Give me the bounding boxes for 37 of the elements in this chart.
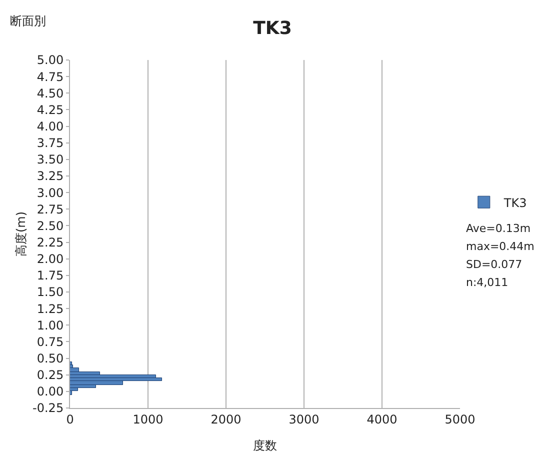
y-tick-label: 2.75: [36, 202, 64, 216]
y-tick-label: 4.75: [36, 70, 64, 84]
chart-title: TK3: [253, 18, 292, 39]
y-tick-label: 0.25: [36, 368, 64, 382]
text: SD=0.077: [466, 258, 522, 271]
y-tick-label: 2.50: [36, 218, 64, 233]
x-tick-label: 2000: [210, 412, 242, 426]
y-tick-label: 3.00: [36, 186, 64, 200]
y-tick-label: -0.25: [32, 401, 64, 416]
text: Ave=0.13m: [466, 222, 531, 235]
y-tick-label: 1.75: [36, 268, 64, 283]
y-tick-label: 4.25: [36, 102, 64, 117]
y-tick-label: 4.50: [36, 86, 64, 100]
y-tick-label: 1.00: [36, 318, 64, 332]
text: max=0.44m: [466, 240, 534, 253]
x-axis-title: 度数: [253, 438, 277, 452]
y-tick-label: 0.00: [36, 384, 64, 399]
y-tick-label: 3.25: [36, 169, 64, 184]
x-tick-label: 1000: [132, 412, 164, 426]
text: n:4,011: [466, 276, 508, 289]
x-tick-label: 4000: [366, 412, 398, 426]
y-tick-label: 5.00: [36, 53, 64, 68]
y-tick-label: 3.75: [36, 136, 64, 150]
x-tick-label: 3000: [288, 412, 320, 426]
y-tick-label: 0.50: [36, 351, 64, 366]
y-tick-label: 0.75: [36, 334, 64, 349]
y-tick-label: 3.50: [36, 152, 64, 167]
x-tick-label: 0: [66, 412, 74, 426]
y-tick-label: 2.00: [36, 252, 64, 266]
y-axis-title: 高度(m): [14, 211, 28, 257]
x-tick-label: 5000: [444, 412, 476, 426]
y-tick-label: 2.25: [36, 235, 64, 250]
legend-label: TK3: [502, 196, 527, 210]
y-tick-label: 1.25: [36, 302, 64, 316]
y-tick-label: 1.50: [36, 285, 64, 300]
y-tick-label: 4.00: [36, 119, 64, 134]
text: 断面別: [10, 14, 46, 28]
